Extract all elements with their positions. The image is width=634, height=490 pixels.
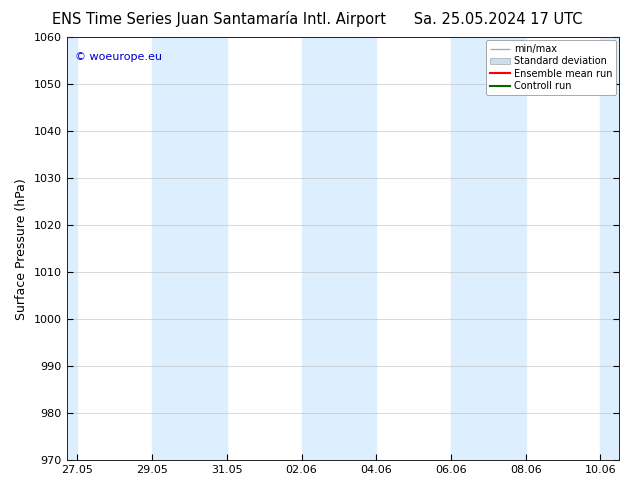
Bar — [600, 37, 634, 460]
Bar — [152, 37, 227, 460]
Text: ENS Time Series Juan Santamaría Intl. Airport      Sa. 25.05.2024 17 UTC: ENS Time Series Juan Santamaría Intl. Ai… — [52, 11, 582, 27]
Bar — [451, 37, 526, 460]
Legend: min/max, Standard deviation, Ensemble mean run, Controll run: min/max, Standard deviation, Ensemble me… — [486, 40, 616, 95]
Bar — [302, 37, 376, 460]
Text: © woeurope.eu: © woeurope.eu — [75, 52, 162, 62]
Y-axis label: Surface Pressure (hPa): Surface Pressure (hPa) — [15, 178, 28, 319]
Bar — [3, 37, 77, 460]
